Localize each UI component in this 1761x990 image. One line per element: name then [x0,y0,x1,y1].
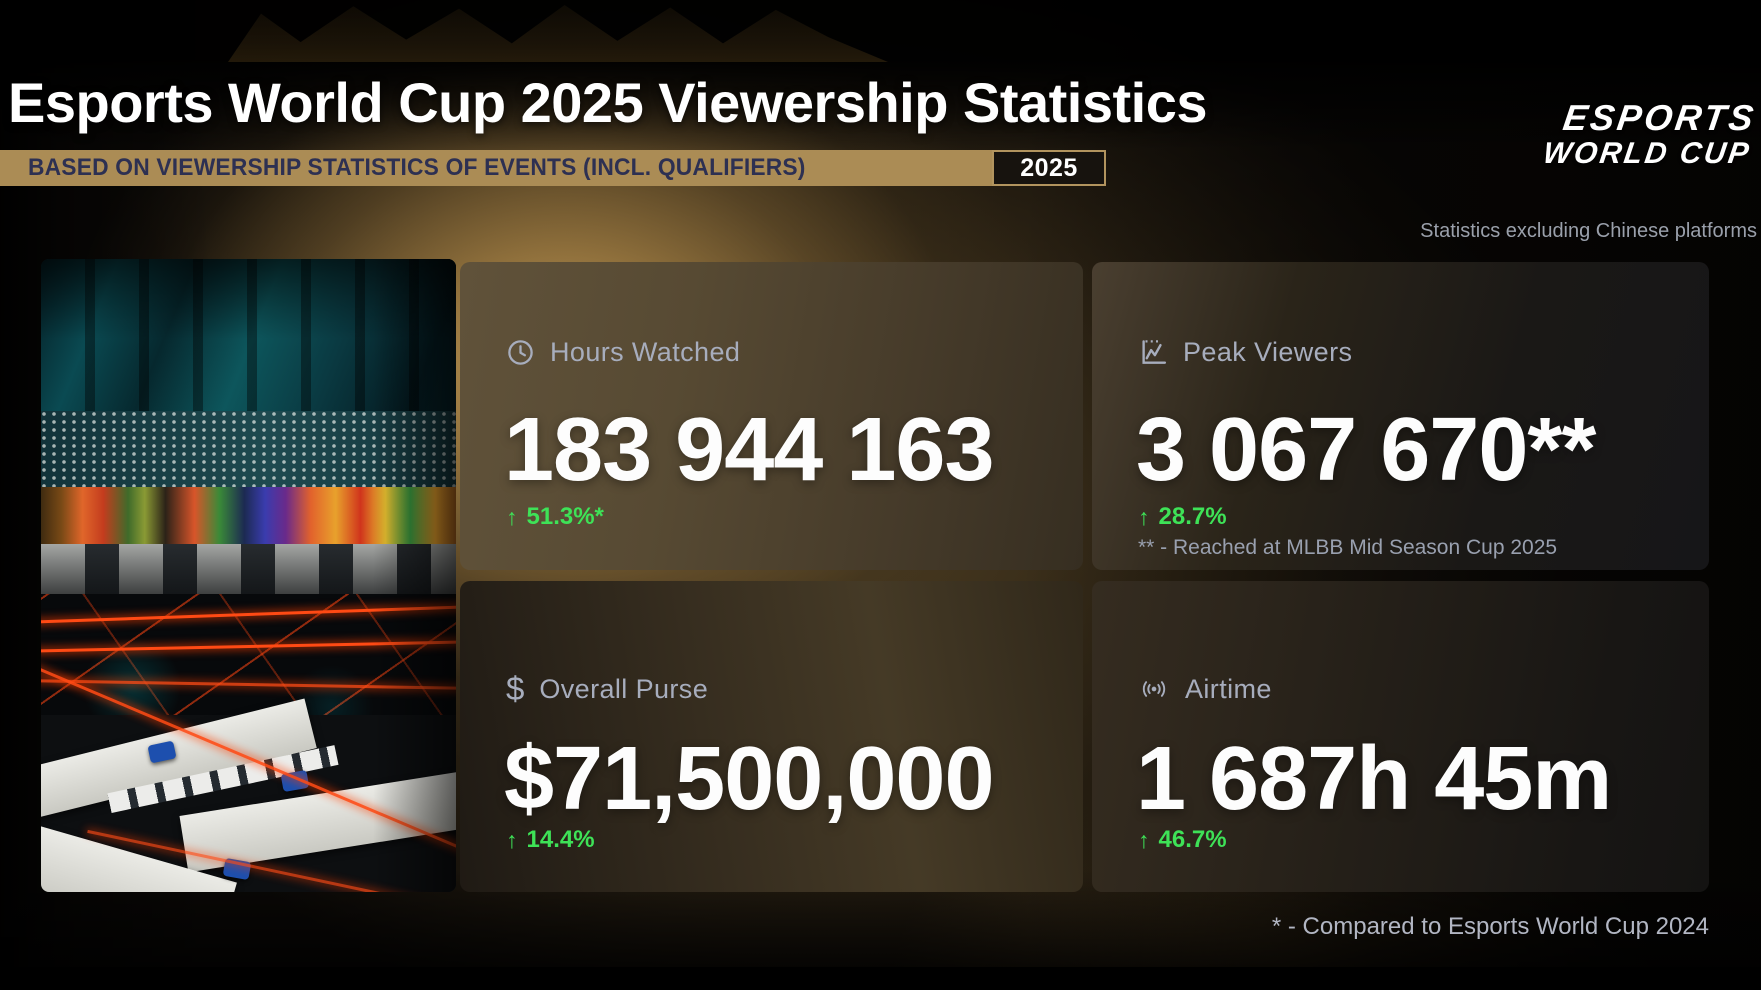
card-label: Hours Watched [550,336,741,367]
stat-card-overall-purse: $ Overall Purse $71,500,000 ↑ 14.4% [460,581,1083,892]
card-value: $71,500,000 [504,729,994,829]
dollar-icon: $ [506,670,525,707]
esports-world-cup-logo: ESPORTS WORLD CUP [1540,97,1759,170]
logo-line2: WORLD CUP [1540,137,1753,170]
card-header: Peak Viewers [1138,335,1352,369]
card-footnote: ** - Reached at MLBB Mid Season Cup 2025 [1138,536,1558,559]
card-delta: ↑ 28.7% [1138,502,1227,532]
card-label: Peak Viewers [1183,336,1353,367]
card-delta: ↑ 46.7% [1138,825,1227,855]
up-arrow-icon: ↑ [1138,827,1150,853]
arena-photo [41,259,456,892]
card-value: 1 687h 45m [1136,729,1612,829]
logo-line1: ESPORTS [1560,97,1759,138]
platform-exclusion-note: Statistics excluding Chinese platforms [1420,220,1757,242]
card-delta: ↑ 14.4% [506,825,595,855]
card-header: Hours Watched [506,335,740,369]
delta-value: 14.4% [526,826,595,853]
card-label: Overall Purse [539,673,709,704]
broadcast-icon [1142,681,1166,697]
banner-label: BASED ON VIEWERSHIP STATISTICS OF EVENTS… [28,154,806,181]
stat-card-hours-watched: Hours Watched 183 944 163 ↑ 51.3%* [460,262,1083,570]
card-value: 3 067 670** [1136,400,1596,500]
photo-vignette [41,259,456,892]
up-arrow-icon: ↑ [506,827,518,853]
comparison-footnote: * - Compared to Esports World Cup 2024 [1271,913,1709,940]
page-title: Esports World Cup 2025 Viewership Statis… [8,71,1207,134]
delta-value: 46.7% [1158,826,1227,853]
stat-card-airtime: Airtime 1 687h 45m ↑ 46.7% [1092,581,1709,892]
card-delta: ↑ 51.3%* [506,502,604,532]
clock-icon [508,339,533,365]
card-header: Airtime [1138,672,1272,706]
stat-card-peak-viewers: Peak Viewers 3 067 670** ↑ 28.7% ** - Re… [1092,262,1709,570]
peak-chart-icon [1142,340,1167,364]
background-shade-top [0,0,1761,150]
delta-value: 28.7% [1158,503,1227,530]
card-header: $ Overall Purse [506,672,708,706]
card-value: 183 944 163 [504,400,994,500]
up-arrow-icon: ↑ [1138,504,1150,530]
delta-value: 51.3%* [526,503,604,530]
up-arrow-icon: ↑ [506,504,518,530]
banner-year-badge: 2025 [992,150,1106,186]
bottom-letterbox-bar [0,967,1761,990]
card-label: Airtime [1185,673,1272,704]
subtitle-banner: BASED ON VIEWERSHIP STATISTICS OF EVENTS… [0,150,1106,186]
